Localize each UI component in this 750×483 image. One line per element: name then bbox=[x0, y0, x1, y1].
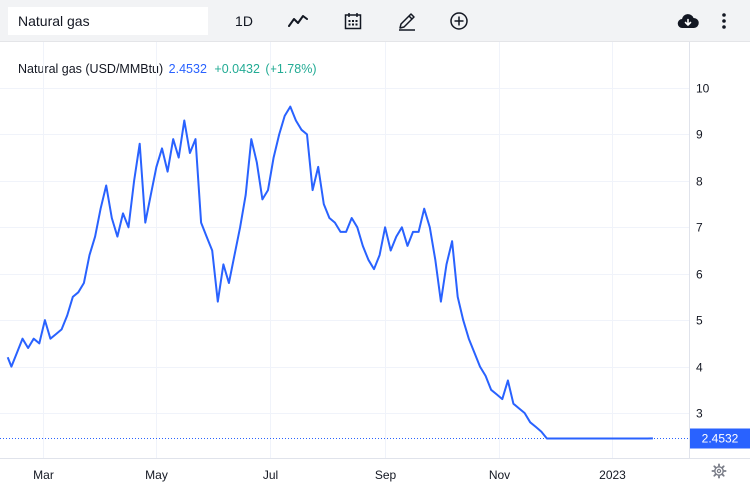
chart-type-button[interactable] bbox=[284, 8, 312, 34]
more-vertical-icon bbox=[722, 13, 726, 29]
time-tick-label: Jul bbox=[263, 468, 278, 482]
interval-button[interactable]: 1D bbox=[235, 13, 253, 29]
legend-value: 2.4532 bbox=[168, 62, 207, 76]
vertical-gridlines bbox=[43, 42, 613, 458]
price-axis: 10 9 8 7 6 5 4 3 bbox=[696, 82, 710, 421]
download-button[interactable] bbox=[674, 8, 702, 34]
symbol-search-input[interactable] bbox=[8, 7, 208, 35]
price-tick-label: 5 bbox=[696, 314, 703, 328]
price-series-line bbox=[6, 105, 653, 440]
time-tick-label: Mar bbox=[33, 468, 54, 482]
top-toolbar: 1D bbox=[0, 0, 750, 42]
chart-legend: Natural gas (USD/MMBtu) 2.4532 +0.0432 (… bbox=[18, 62, 317, 76]
date-range-button[interactable] bbox=[339, 8, 367, 34]
price-tick-label: 6 bbox=[696, 268, 703, 282]
price-tick-label: 9 bbox=[696, 128, 703, 142]
compare-button[interactable] bbox=[445, 8, 473, 34]
last-price-badge: 2.4532 bbox=[690, 428, 750, 449]
plus-circle-icon bbox=[450, 12, 468, 30]
time-axis: Mar May Jul Sep Nov 2023 bbox=[33, 468, 626, 482]
time-tick-label: Nov bbox=[489, 468, 510, 482]
price-chart[interactable]: 10 9 8 7 6 5 4 3 Mar May Jul Sep Nov 2023 2.4532 bbox=[0, 42, 750, 483]
price-tick-label: 7 bbox=[696, 221, 703, 235]
cloud-download-icon bbox=[677, 14, 699, 29]
drawing-tools-button[interactable] bbox=[393, 8, 421, 34]
time-tick-label: May bbox=[145, 468, 168, 482]
legend-change-percent: (+1.78%) bbox=[265, 62, 317, 76]
legend-symbol: Natural gas (USD/MMBtu) bbox=[18, 62, 164, 76]
calendar-icon bbox=[344, 13, 362, 30]
price-tick-label: 3 bbox=[696, 407, 703, 421]
settings-gear-icon[interactable] bbox=[711, 463, 727, 479]
more-options-button[interactable] bbox=[710, 8, 738, 34]
horizontal-gridlines bbox=[0, 88, 689, 414]
last-price-badge-bg bbox=[690, 428, 750, 449]
price-tick-label: 10 bbox=[696, 82, 710, 96]
line-chart-icon bbox=[288, 15, 308, 27]
time-tick-label: 2023 bbox=[599, 468, 626, 482]
time-tick-label: Sep bbox=[375, 468, 397, 482]
legend-change: +0.0432 bbox=[214, 62, 260, 76]
price-tick-label: 4 bbox=[696, 361, 703, 375]
last-price-label: 2.4532 bbox=[702, 432, 739, 446]
price-tick-label: 8 bbox=[696, 175, 703, 189]
pencil-icon bbox=[399, 13, 415, 31]
